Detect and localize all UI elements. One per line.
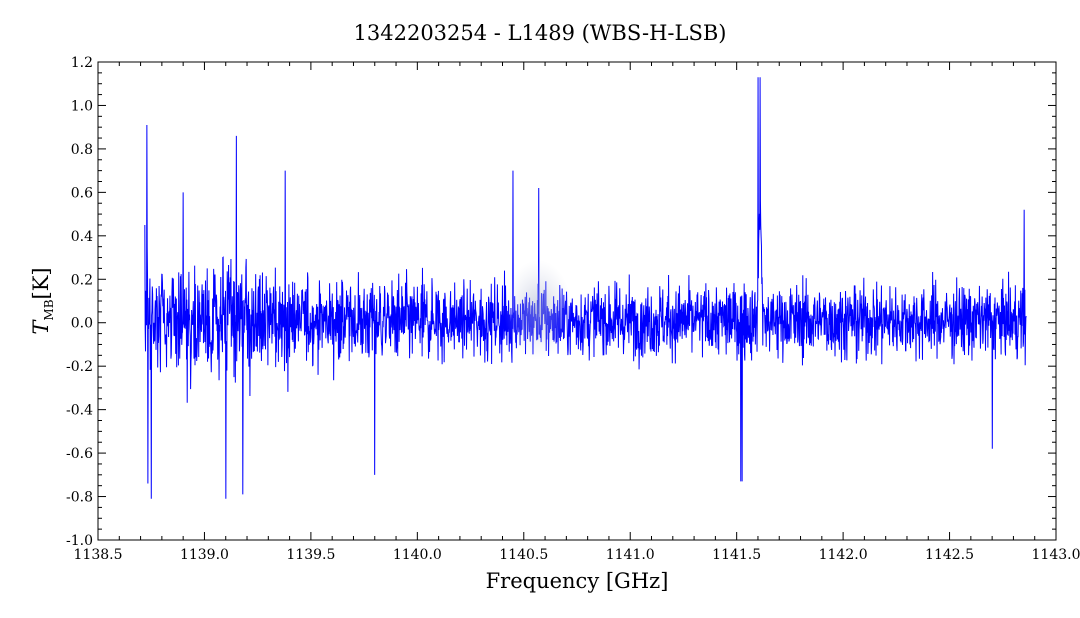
- x-tick-label: 1139.5: [286, 547, 335, 563]
- plot-area: [97, 61, 1057, 541]
- spectrum-series-line: [144, 77, 1027, 499]
- svg-text:TMB[K]: TMB[K]: [29, 267, 56, 334]
- y-tick-label: 1.2: [71, 55, 93, 71]
- x-tick-label: 1143.0: [1032, 547, 1080, 563]
- y-tick-label: -0.4: [66, 403, 93, 419]
- y-axis: -1.0 -0.8 -0.6 -0.4 -0.2 0.0 0.2 0.4 0.6 0.8 1.0 1.…: [66, 55, 1056, 549]
- y-tick-label: 0.0: [71, 316, 93, 332]
- x-axis: 1138.5 1139.0 1139.5 1140.0 1140.5 1141.0 1141…: [74, 62, 1080, 563]
- y-tick-label: -1.0: [66, 533, 93, 549]
- y-tick-label: -0.6: [66, 446, 93, 462]
- spectrum-line: [144, 77, 1027, 499]
- x-tick-label: 1140.0: [393, 547, 442, 563]
- y-tick-label: 0.4: [71, 229, 93, 245]
- y-axis-label-unit: [K]: [29, 267, 53, 299]
- x-tick-label: 1142.0: [819, 547, 868, 563]
- x-tick-label: 1141.5: [712, 547, 761, 563]
- y-axis-label: TMB[K]: [29, 267, 56, 334]
- y-tick-label: 0.6: [71, 185, 93, 201]
- x-tick-label: 1141.0: [606, 547, 655, 563]
- x-tick-label: 1142.5: [925, 547, 974, 563]
- y-tick-label: 0.8: [71, 142, 93, 158]
- x-tick-label: 1140.5: [499, 547, 548, 563]
- watermark-logo: [504, 260, 572, 360]
- x-tick-label: 1139.0: [180, 547, 229, 563]
- y-axis-label-subscript: MB: [42, 299, 56, 320]
- x-axis-label: Frequency [GHz]: [486, 569, 669, 593]
- y-tick-label: 1.0: [71, 98, 93, 114]
- y-axis-label-symbol: T: [29, 319, 53, 335]
- y-tick-label: -0.2: [66, 359, 93, 375]
- y-tick-label: 0.2: [71, 272, 93, 288]
- x-tick-label: 1138.5: [74, 547, 123, 563]
- y-tick-label: -0.8: [66, 490, 93, 506]
- chart-title: 1342203254 - L1489 (WBS-H-LSB): [354, 21, 727, 45]
